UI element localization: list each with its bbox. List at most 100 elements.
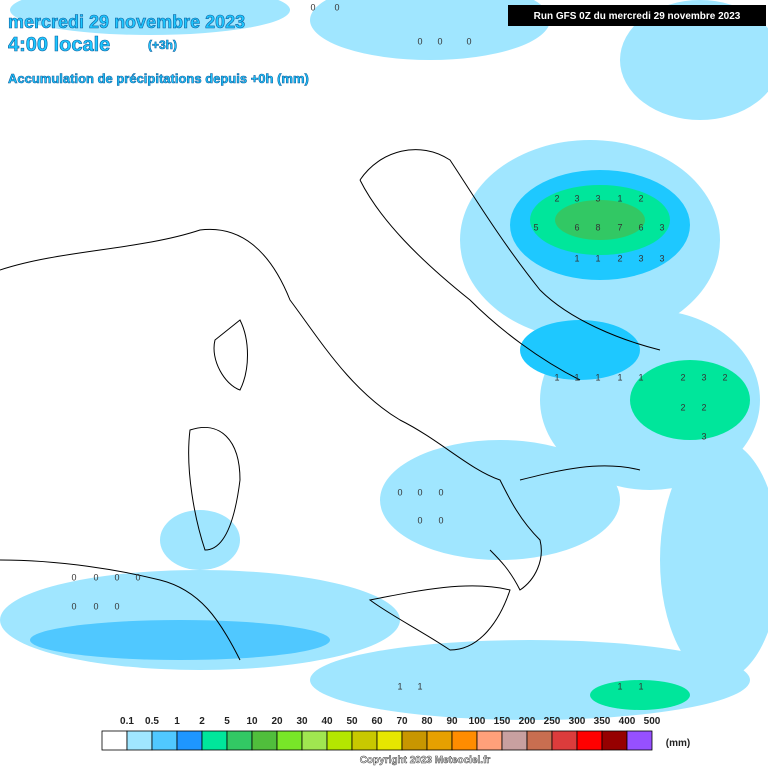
legend-swatch: [276, 730, 303, 751]
legend-swatch: [201, 730, 228, 751]
grid-value: 0: [417, 515, 422, 525]
legend-label: 5: [224, 716, 230, 727]
run-label: Run GFS 0Z du mercredi 29 novembre 2023: [534, 11, 741, 22]
grid-value: 0: [114, 601, 119, 611]
grid-value: 0: [438, 487, 443, 497]
grid-value: 3: [659, 222, 664, 232]
legend-swatch: [551, 730, 578, 751]
legend-label: 150: [494, 716, 511, 727]
grid-value: 3: [574, 193, 579, 203]
grid-values: 2 3 3 1 2 5 6 8 7 6 3 1 1 2 3 3 1 1 1 1 1 2 3 2 2 2 3 0 0 0 0 0 0 0 0 0 0 0 0 0…: [71, 2, 727, 691]
legend-label: 2: [199, 716, 205, 727]
grid-value: 0: [310, 2, 315, 12]
grid-value: 1: [554, 372, 559, 382]
legend-swatch: [101, 730, 128, 751]
legend-label: 300: [569, 716, 586, 727]
grid-value: 1: [595, 372, 600, 382]
grid-value: 3: [638, 253, 643, 263]
legend-swatch: [476, 730, 503, 751]
grid-value: 8: [595, 222, 600, 232]
grid-value: 7: [617, 222, 622, 232]
grid-value: 0: [334, 2, 339, 12]
grid-value: 0: [417, 487, 422, 497]
legend-label: 40: [321, 716, 333, 727]
legend-label: 250: [544, 716, 561, 727]
legend-label: 200: [519, 716, 536, 727]
legend-label: 100: [469, 716, 486, 727]
legend-swatch: [501, 730, 528, 751]
grid-value: 0: [114, 572, 119, 582]
grid-value: 0: [135, 572, 140, 582]
legend-label: 70: [396, 716, 408, 727]
grid-value: 5: [533, 222, 538, 232]
legend-label: 30: [296, 716, 308, 727]
grid-value: 0: [71, 572, 76, 582]
offset-label: (+3h): [148, 38, 177, 52]
grid-value: 2: [638, 193, 643, 203]
grid-value: 0: [417, 36, 422, 46]
legend-swatch: [226, 730, 253, 751]
legend-unit: (mm): [666, 738, 690, 749]
legend-swatch: [351, 730, 378, 751]
grid-value: 1: [397, 681, 402, 691]
legend: (mm) 0.1 0.5 1 2 5 10 20 30 40 50 60 70 80 90 100 150 20…: [101, 716, 690, 751]
legend-label: 20: [271, 716, 283, 727]
grid-value: 0: [93, 572, 98, 582]
legend-swatch: [251, 730, 278, 751]
time-label: 4:00 locale: [8, 34, 110, 56]
grid-value: 1: [574, 253, 579, 263]
grid-value: 1: [638, 681, 643, 691]
grid-value: 0: [438, 515, 443, 525]
grid-value: 2: [701, 402, 706, 412]
legend-swatch: [401, 730, 428, 751]
run-box: [508, 5, 766, 26]
grid-value: 1: [617, 372, 622, 382]
grid-value: 2: [617, 253, 622, 263]
legend-swatch: [126, 730, 153, 751]
grid-value: 6: [638, 222, 643, 232]
legend-label: 0.5: [145, 716, 159, 727]
grid-value: 3: [701, 431, 706, 441]
legend-label: 0.1: [120, 716, 134, 727]
subtitle: Accumulation de précipitations depuis +0…: [8, 71, 309, 86]
legend-swatch: [426, 730, 453, 751]
legend-swatch: [301, 730, 328, 751]
precip-areas: [0, 0, 768, 720]
grid-value: 1: [574, 372, 579, 382]
grid-value: 0: [397, 487, 402, 497]
grid-value: 0: [71, 601, 76, 611]
grid-value: 2: [680, 402, 685, 412]
legend-swatch: [151, 730, 178, 751]
grid-value: 1: [617, 193, 622, 203]
legend-label: 60: [371, 716, 383, 727]
legend-label: 1: [174, 716, 180, 727]
date-title: mercredi 29 novembre 2023: [8, 12, 245, 32]
grid-value: 1: [638, 372, 643, 382]
grid-value: 1: [617, 681, 622, 691]
grid-value: 0: [93, 601, 98, 611]
legend-label: 80: [421, 716, 433, 727]
copyright: Copyright 2023 Meteociel.fr: [360, 755, 491, 766]
coastlines: [0, 149, 661, 661]
legend-label: 500: [644, 716, 661, 727]
grid-value: 0: [466, 36, 471, 46]
grid-value: 3: [659, 253, 664, 263]
grid-value: 2: [680, 372, 685, 382]
legend-swatch: [176, 730, 203, 751]
legend-label: 350: [594, 716, 611, 727]
legend-label: 90: [446, 716, 458, 727]
grid-value: 2: [722, 372, 727, 382]
legend-swatch: [451, 730, 478, 751]
legend-label: 50: [346, 716, 358, 727]
grid-value: 0: [437, 36, 442, 46]
legend-swatch: [526, 730, 553, 751]
legend-swatch: [376, 730, 403, 751]
grid-value: 1: [595, 253, 600, 263]
grid-value: 3: [701, 372, 706, 382]
grid-value: 2: [554, 193, 559, 203]
grid-value: 1: [417, 681, 422, 691]
grid-value: 3: [595, 193, 600, 203]
legend-label: 10: [246, 716, 258, 727]
legend-swatch: [601, 730, 628, 751]
